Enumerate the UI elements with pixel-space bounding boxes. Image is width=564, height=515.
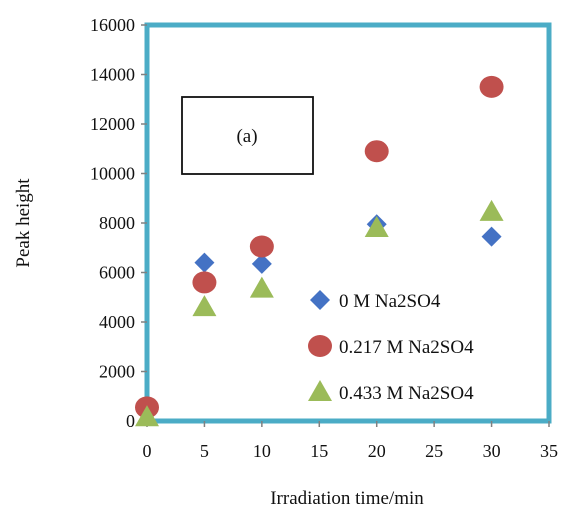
y-axis-title: Peak height: [13, 178, 34, 268]
data-point-series-3: [249, 276, 274, 298]
data-point-series-2: [479, 75, 504, 98]
legend: 0 M Na2SO4 0.217 M Na2SO4 0.433 M Na2SO4: [308, 290, 474, 404]
legend-label-3: 0.433 M Na2SO4: [339, 383, 474, 404]
x-tick-label: 30: [483, 441, 501, 461]
data-point-series-2: [364, 140, 389, 163]
legend-marker-2: [308, 335, 332, 357]
x-tick-label: 10: [253, 441, 271, 461]
data-point-series-3: [479, 199, 504, 221]
x-tick-label: 35: [540, 441, 558, 461]
data-point-series-1: [194, 252, 215, 273]
annotation-box: (a): [181, 96, 314, 175]
tick-labels: 0 2000 4000 6000 8000 10000 12000 14000 16000 0 5 1…: [90, 15, 558, 461]
data-point-series-3: [135, 405, 159, 427]
legend-label-1: 0 M Na2SO4: [339, 291, 441, 312]
data-point-series-2: [249, 235, 274, 258]
y-tick-label: 8000: [99, 213, 135, 233]
y-tick-label: 2000: [99, 362, 135, 382]
x-tick-label: 25: [425, 441, 443, 461]
legend-marker-1: [310, 290, 330, 310]
y-tick-label: 14000: [90, 65, 135, 85]
annotation-label: (a): [236, 126, 257, 147]
x-tick-label: 5: [200, 441, 209, 461]
x-tick-label: 20: [368, 441, 386, 461]
y-tick-label: 10000: [90, 164, 135, 184]
x-tick-label: 15: [310, 441, 328, 461]
data-point-series-2: [192, 271, 217, 294]
y-tick-label: 6000: [99, 263, 135, 283]
data-point-series-1: [481, 226, 502, 247]
y-tick-label: 0: [126, 411, 135, 431]
x-axis-title: Irradiation time/min: [270, 488, 424, 509]
legend-label-2: 0.217 M Na2SO4: [339, 337, 474, 358]
y-tick-label: 16000: [90, 15, 135, 35]
data-points: [135, 75, 504, 427]
x-tick-label: 0: [143, 441, 152, 461]
legend-marker-3: [308, 380, 332, 401]
data-point-series-3: [364, 215, 389, 237]
y-tick-label: 12000: [90, 114, 135, 134]
y-tick-label: 4000: [99, 312, 135, 332]
data-point-series-1: [251, 253, 272, 274]
data-point-series-3: [192, 295, 217, 317]
annotation-rect: [181, 96, 314, 175]
